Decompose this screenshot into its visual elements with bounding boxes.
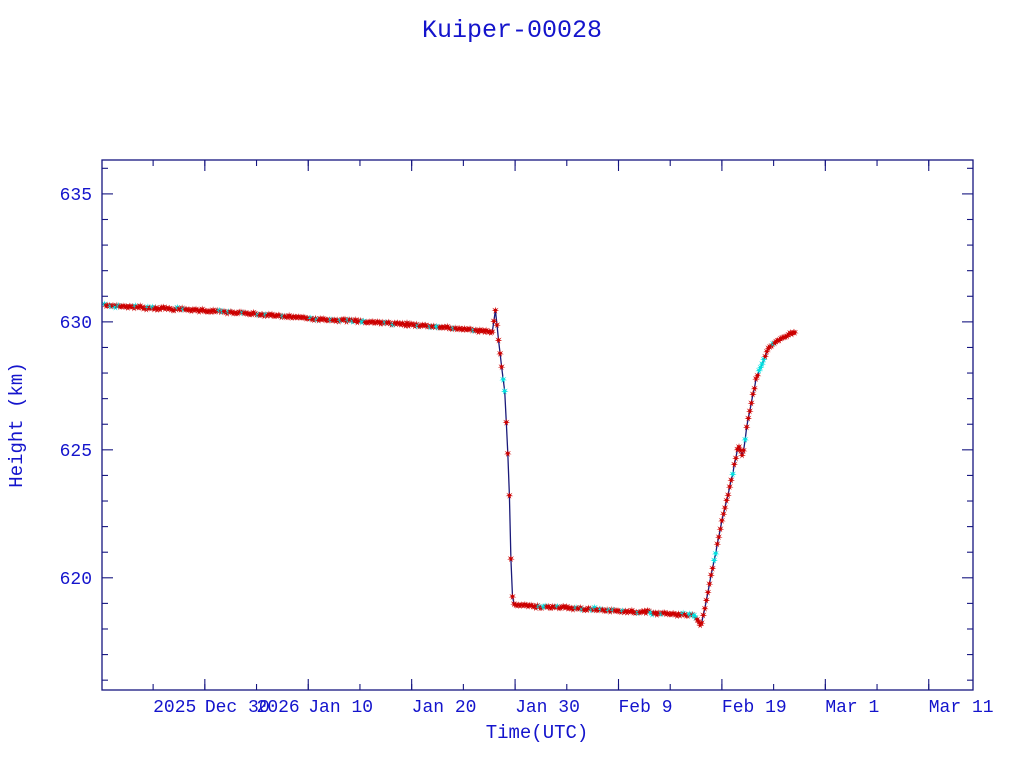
svg-text:Height (km): Height (km): [6, 362, 28, 487]
svg-text:Jan 10: Jan 10: [308, 698, 373, 718]
svg-text:630: 630: [60, 314, 92, 334]
svg-text:635: 635: [60, 186, 92, 206]
svg-text:Mar 1: Mar 1: [825, 698, 879, 718]
svg-text:Mar 11: Mar 11: [929, 698, 994, 718]
svg-text:625: 625: [60, 442, 92, 462]
svg-text:Feb 19: Feb 19: [722, 698, 787, 718]
svg-text:Kuiper-00028: Kuiper-00028: [422, 16, 602, 45]
svg-text:2026: 2026: [257, 698, 300, 718]
svg-text:Jan 30: Jan 30: [515, 698, 580, 718]
svg-text:620: 620: [60, 570, 92, 590]
svg-text:Feb 9: Feb 9: [619, 698, 673, 718]
svg-text:Jan 20: Jan 20: [412, 698, 477, 718]
svg-text:Time(UTC): Time(UTC): [486, 722, 589, 744]
svg-text:2025: 2025: [153, 698, 196, 718]
